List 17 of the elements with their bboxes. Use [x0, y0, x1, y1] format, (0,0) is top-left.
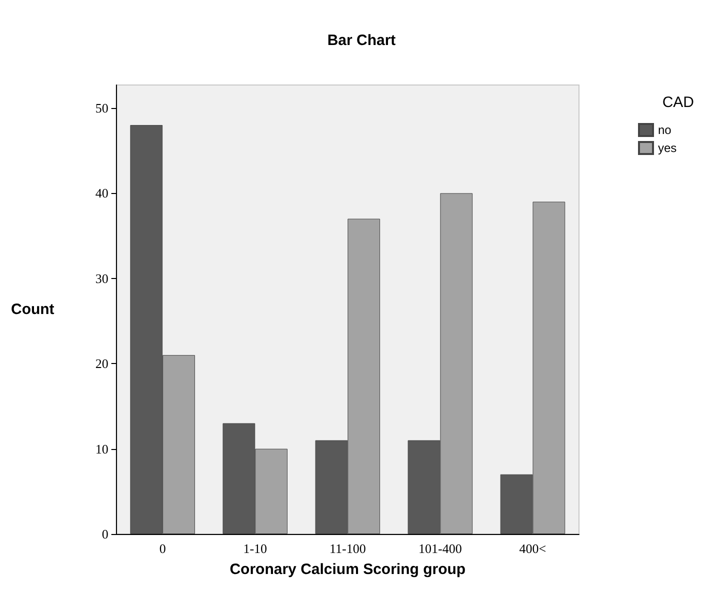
- x-tick-label: 101-400: [418, 541, 462, 556]
- legend-title: CAD: [662, 94, 694, 111]
- y-tick-label: 10: [95, 441, 108, 456]
- x-axis-title: Coronary Calcium Scoring group: [230, 561, 466, 578]
- y-tick-label: 20: [95, 356, 108, 372]
- legend-label: no: [658, 123, 672, 137]
- x-tick-label: 1-10: [243, 541, 268, 556]
- x-tick-label: 400<: [519, 541, 546, 556]
- x-tick-label: 11-100: [329, 541, 366, 556]
- y-tick-label: 0: [102, 526, 108, 542]
- y-tick-label: 50: [95, 100, 108, 116]
- chart-title: Bar Chart: [327, 32, 396, 49]
- y-tick-label: 40: [95, 186, 108, 201]
- y-tick-label: 30: [95, 270, 108, 286]
- x-tick-label: 0: [159, 541, 166, 556]
- legend-label: yes: [658, 141, 677, 155]
- y-axis-title: Count: [10, 301, 54, 318]
